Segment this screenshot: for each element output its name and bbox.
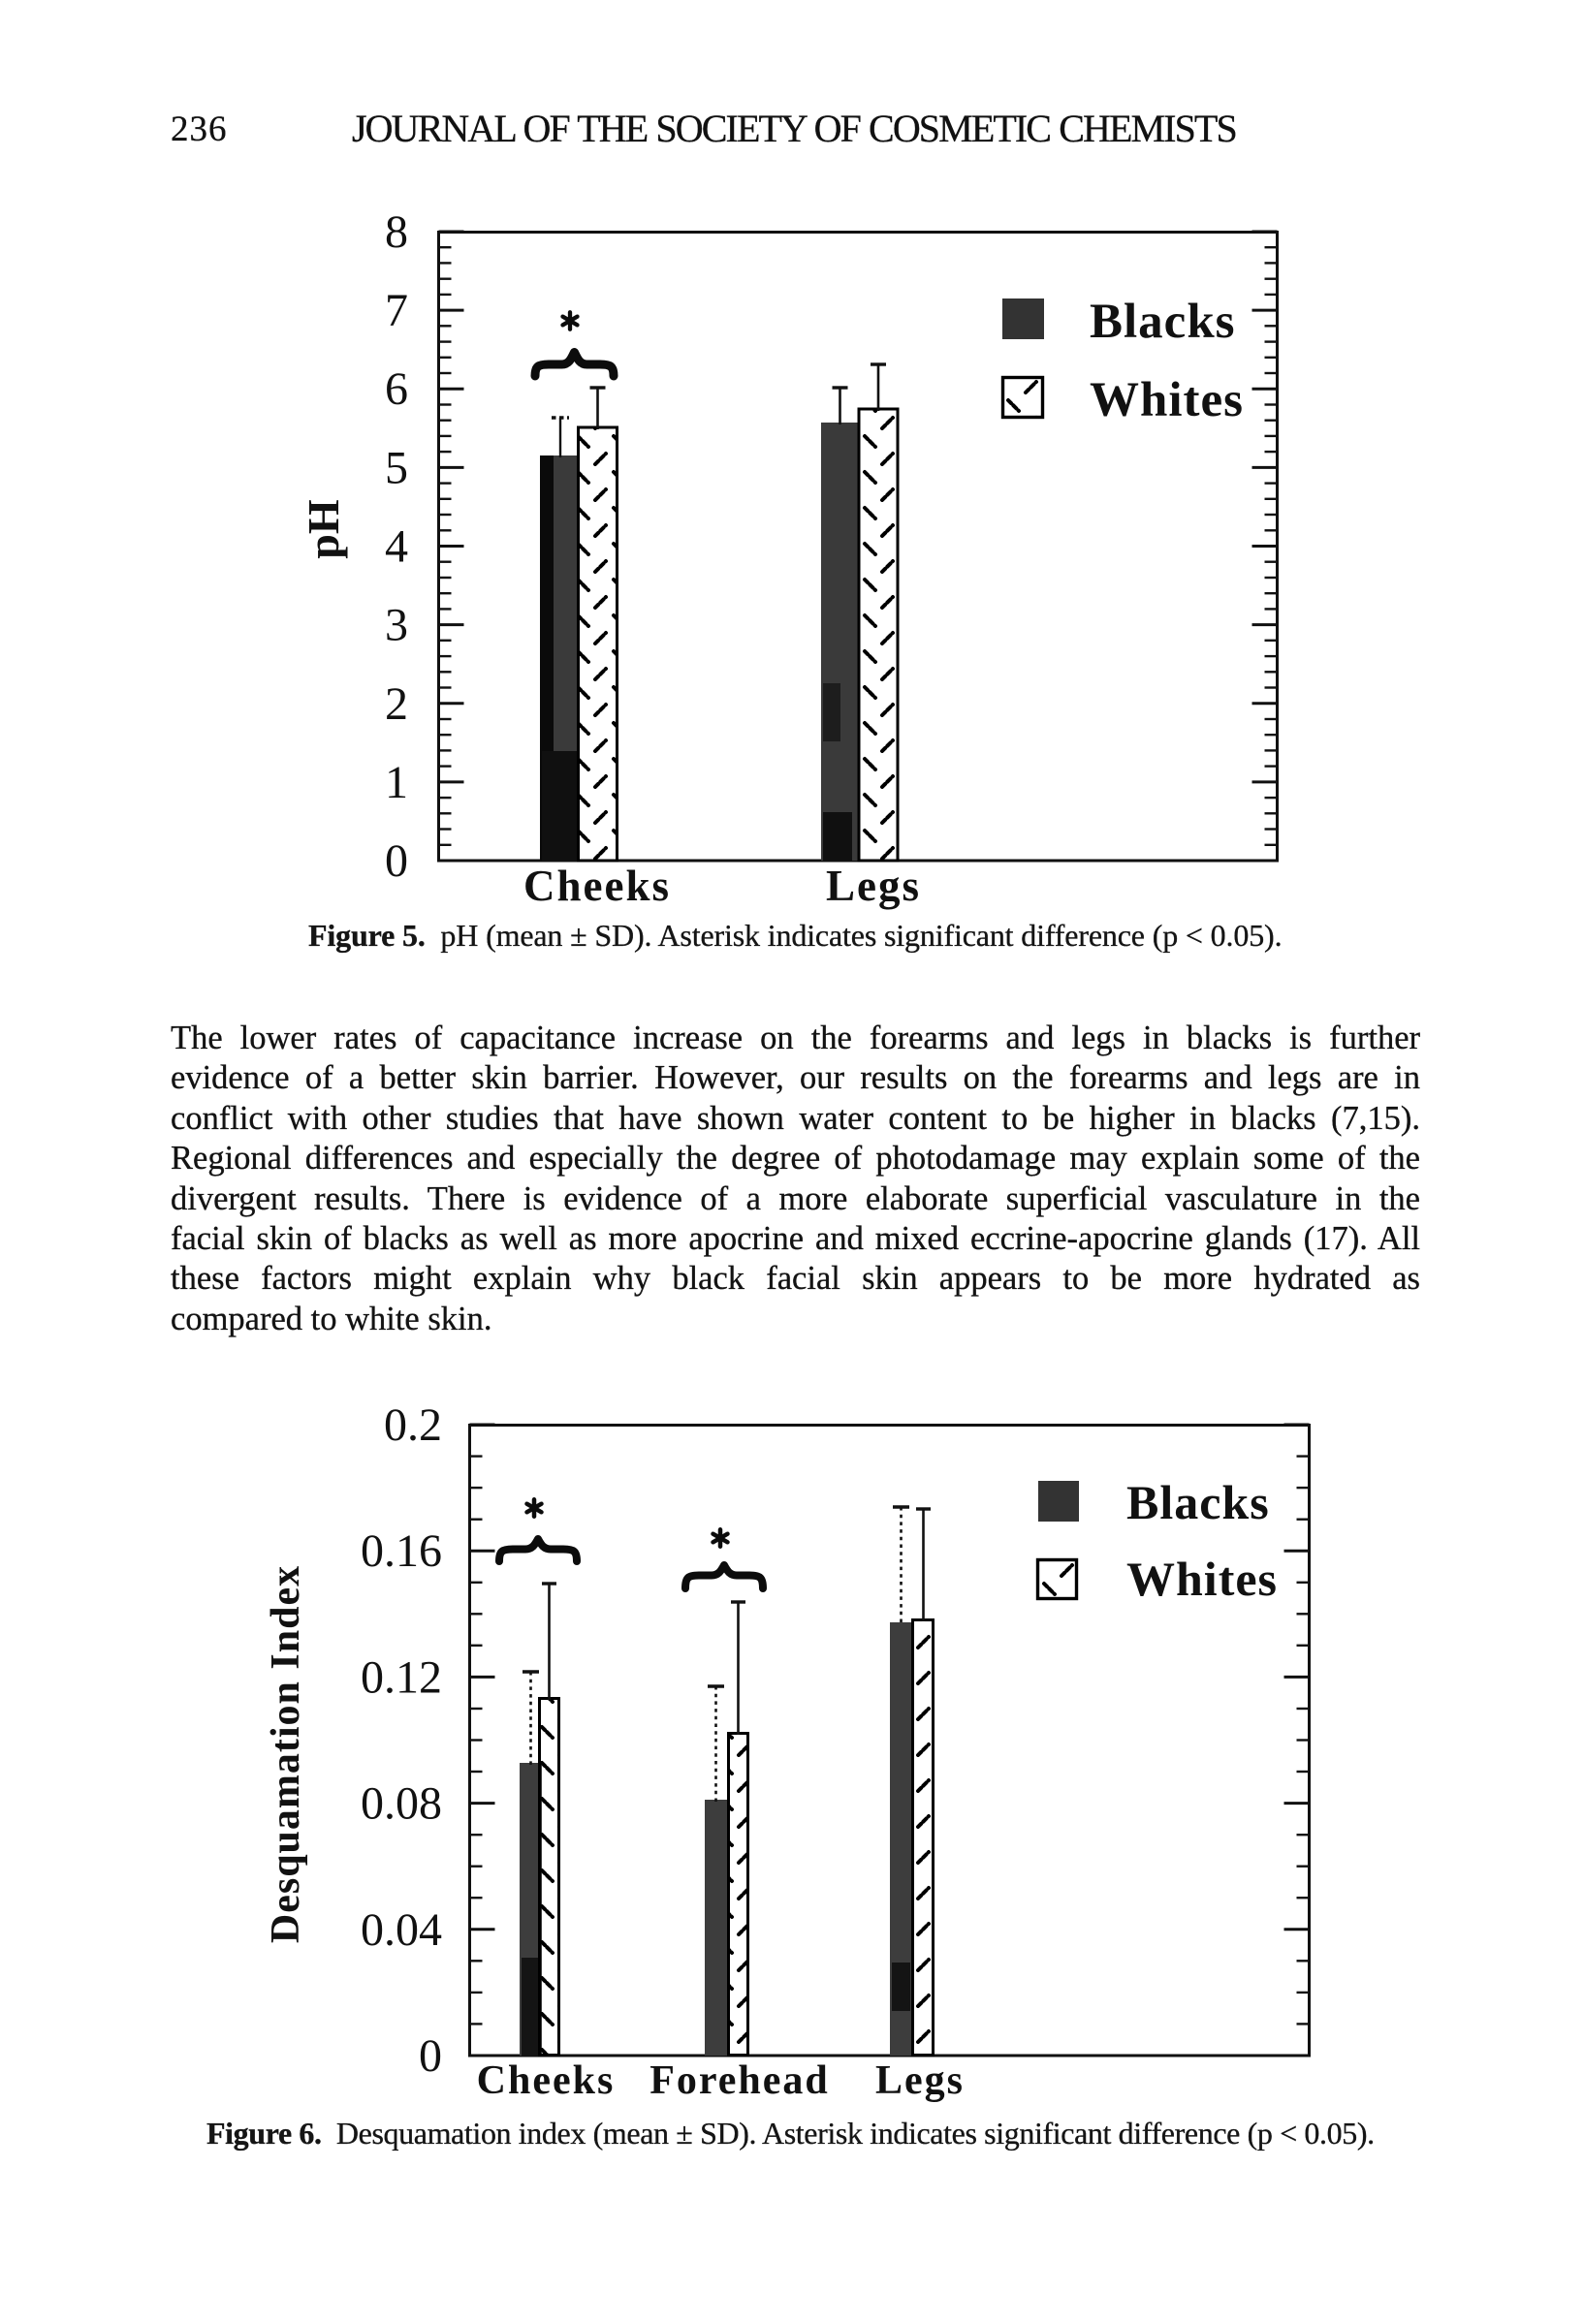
svg-text:1: 1: [385, 757, 408, 808]
svg-text:8: 8: [385, 206, 408, 258]
svg-text:Blacks: Blacks: [1090, 295, 1236, 349]
svg-text:5: 5: [385, 442, 408, 493]
svg-text:Cheeks: Cheeks: [523, 862, 671, 910]
svg-text:Desquamation Index: Desquamation Index: [264, 1565, 308, 1943]
svg-text:4: 4: [385, 521, 408, 573]
svg-text:Whites: Whites: [1126, 1552, 1278, 1606]
svg-text:7: 7: [385, 285, 408, 336]
svg-text:Cheeks: Cheeks: [477, 2058, 616, 2103]
svg-text:0: 0: [419, 2030, 442, 2082]
svg-text:0: 0: [385, 835, 408, 887]
svg-text:0.2: 0.2: [384, 1399, 442, 1451]
svg-text:Forehead: Forehead: [649, 2058, 830, 2103]
svg-text:3: 3: [385, 600, 408, 651]
svg-text:0.16: 0.16: [361, 1525, 442, 1577]
svg-text:6: 6: [385, 363, 408, 415]
svg-text:pH: pH: [299, 499, 348, 559]
svg-text:0.04: 0.04: [361, 1904, 442, 1956]
svg-text:Legs: Legs: [826, 862, 921, 910]
svg-text:Whites: Whites: [1090, 373, 1244, 427]
svg-text:Legs: Legs: [875, 2058, 965, 2103]
svg-text:0.08: 0.08: [361, 1778, 442, 1830]
svg-text:2: 2: [385, 678, 408, 730]
svg-text:0.12: 0.12: [361, 1651, 442, 1703]
svg-text:Blacks: Blacks: [1126, 1475, 1270, 1529]
